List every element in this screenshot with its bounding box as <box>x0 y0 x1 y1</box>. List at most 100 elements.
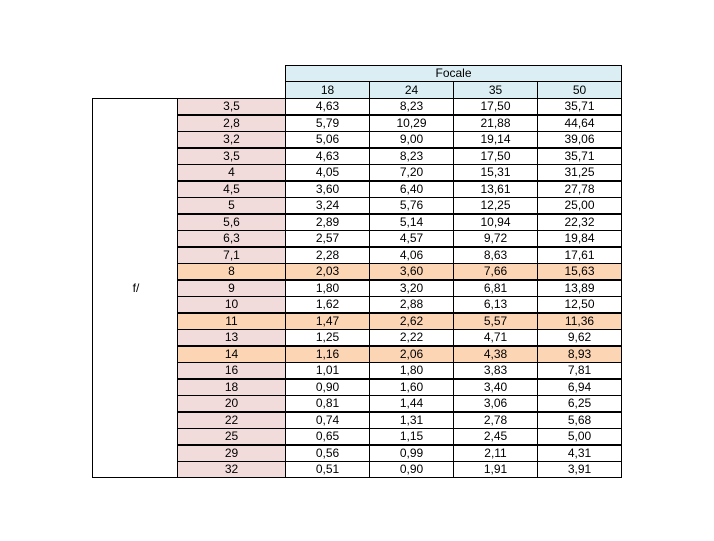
value-cell[interactable]: 1,44 <box>369 395 454 412</box>
value-cell[interactable]: 5,14 <box>369 214 454 231</box>
value-cell[interactable]: 7,20 <box>369 164 454 181</box>
value-cell[interactable]: 31,25 <box>537 164 622 181</box>
value-cell[interactable]: 5,00 <box>537 428 622 445</box>
value-cell[interactable]: 0,90 <box>285 379 370 396</box>
value-cell[interactable]: 0,81 <box>285 395 370 412</box>
aperture-cell[interactable]: 10 <box>177 296 286 313</box>
aperture-cell[interactable]: 3,5 <box>177 148 286 165</box>
value-cell[interactable]: 8,23 <box>369 148 454 165</box>
value-cell[interactable]: 2,22 <box>369 329 454 346</box>
aperture-cell[interactable]: 13 <box>177 329 286 346</box>
aperture-cell[interactable]: 32 <box>177 461 286 478</box>
value-cell[interactable]: 1,25 <box>285 329 370 346</box>
value-cell[interactable]: 8,93 <box>537 346 622 363</box>
value-cell[interactable]: 11,36 <box>537 313 622 330</box>
value-cell[interactable]: 22,32 <box>537 214 622 231</box>
value-cell[interactable]: 4,31 <box>537 445 622 462</box>
value-cell[interactable]: 1,80 <box>285 280 370 297</box>
value-cell[interactable]: 21,88 <box>453 115 538 132</box>
aperture-cell[interactable]: 25 <box>177 428 286 445</box>
value-cell[interactable]: 3,40 <box>453 379 538 396</box>
value-cell[interactable]: 1,31 <box>369 412 454 429</box>
value-cell[interactable]: 3,24 <box>285 197 370 214</box>
aperture-cell[interactable]: 7,1 <box>177 247 286 264</box>
value-cell[interactable]: 0,51 <box>285 461 370 478</box>
value-cell[interactable]: 4,63 <box>285 148 370 165</box>
value-cell[interactable]: 2,88 <box>369 296 454 313</box>
value-cell[interactable]: 2,28 <box>285 247 370 264</box>
value-cell[interactable]: 4,05 <box>285 164 370 181</box>
value-cell[interactable]: 4,71 <box>453 329 538 346</box>
value-cell[interactable]: 5,57 <box>453 313 538 330</box>
value-cell[interactable]: 10,29 <box>369 115 454 132</box>
value-cell[interactable]: 6,94 <box>537 379 622 396</box>
focal-length-header-35[interactable]: 35 <box>453 81 538 99</box>
value-cell[interactable]: 12,50 <box>537 296 622 313</box>
aperture-cell[interactable]: 5,6 <box>177 214 286 231</box>
value-cell[interactable]: 7,66 <box>453 263 538 280</box>
value-cell[interactable]: 0,65 <box>285 428 370 445</box>
value-cell[interactable]: 3,20 <box>369 280 454 297</box>
value-cell[interactable]: 1,47 <box>285 313 370 330</box>
value-cell[interactable]: 2,89 <box>285 214 370 231</box>
value-cell[interactable]: 6,81 <box>453 280 538 297</box>
value-cell[interactable]: 17,50 <box>453 148 538 165</box>
value-cell[interactable]: 3,91 <box>537 461 622 478</box>
value-cell[interactable]: 1,15 <box>369 428 454 445</box>
value-cell[interactable]: 4,06 <box>369 247 454 264</box>
focale-header[interactable]: Focale <box>285 65 622 82</box>
aperture-cell[interactable]: 5 <box>177 197 286 214</box>
aperture-cell[interactable]: 18 <box>177 379 286 396</box>
value-cell[interactable]: 3,60 <box>285 181 370 198</box>
value-cell[interactable]: 4,63 <box>285 98 370 115</box>
aperture-cell[interactable]: 6,3 <box>177 230 286 247</box>
value-cell[interactable]: 4,57 <box>369 230 454 247</box>
aperture-cell[interactable]: 4,5 <box>177 181 286 198</box>
value-cell[interactable]: 35,71 <box>537 98 622 115</box>
value-cell[interactable]: 35,71 <box>537 148 622 165</box>
aperture-cell[interactable]: 3,2 <box>177 131 286 148</box>
value-cell[interactable]: 19,14 <box>453 131 538 148</box>
value-cell[interactable]: 1,01 <box>285 362 370 379</box>
focal-length-header-50[interactable]: 50 <box>537 81 622 99</box>
value-cell[interactable]: 1,91 <box>453 461 538 478</box>
value-cell[interactable]: 5,79 <box>285 115 370 132</box>
value-cell[interactable]: 9,00 <box>369 131 454 148</box>
value-cell[interactable]: 5,68 <box>537 412 622 429</box>
value-cell[interactable]: 2,11 <box>453 445 538 462</box>
value-cell[interactable]: 6,25 <box>537 395 622 412</box>
value-cell[interactable]: 5,76 <box>369 197 454 214</box>
value-cell[interactable]: 9,62 <box>537 329 622 346</box>
value-cell[interactable]: 2,57 <box>285 230 370 247</box>
value-cell[interactable]: 15,31 <box>453 164 538 181</box>
aperture-cell[interactable]: 8 <box>177 263 286 280</box>
aperture-row-label-cell[interactable]: f/ <box>92 98 178 478</box>
value-cell[interactable]: 9,72 <box>453 230 538 247</box>
value-cell[interactable]: 17,50 <box>453 98 538 115</box>
value-cell[interactable]: 0,56 <box>285 445 370 462</box>
value-cell[interactable]: 8,23 <box>369 98 454 115</box>
value-cell[interactable]: 3,60 <box>369 263 454 280</box>
value-cell[interactable]: 2,45 <box>453 428 538 445</box>
value-cell[interactable]: 5,06 <box>285 131 370 148</box>
value-cell[interactable]: 7,81 <box>537 362 622 379</box>
value-cell[interactable]: 6,40 <box>369 181 454 198</box>
value-cell[interactable]: 2,06 <box>369 346 454 363</box>
value-cell[interactable]: 0,90 <box>369 461 454 478</box>
value-cell[interactable]: 6,13 <box>453 296 538 313</box>
value-cell[interactable]: 0,74 <box>285 412 370 429</box>
value-cell[interactable]: 15,63 <box>537 263 622 280</box>
aperture-cell[interactable]: 3,5 <box>177 98 286 115</box>
aperture-cell[interactable]: 20 <box>177 395 286 412</box>
value-cell[interactable]: 4,38 <box>453 346 538 363</box>
value-cell[interactable]: 17,61 <box>537 247 622 264</box>
value-cell[interactable]: 19,84 <box>537 230 622 247</box>
focal-length-header-18[interactable]: 18 <box>285 81 370 99</box>
aperture-cell[interactable]: 11 <box>177 313 286 330</box>
value-cell[interactable]: 1,16 <box>285 346 370 363</box>
value-cell[interactable]: 2,62 <box>369 313 454 330</box>
aperture-cell[interactable]: 4 <box>177 164 286 181</box>
value-cell[interactable]: 2,78 <box>453 412 538 429</box>
value-cell[interactable]: 44,64 <box>537 115 622 132</box>
value-cell[interactable]: 0,99 <box>369 445 454 462</box>
